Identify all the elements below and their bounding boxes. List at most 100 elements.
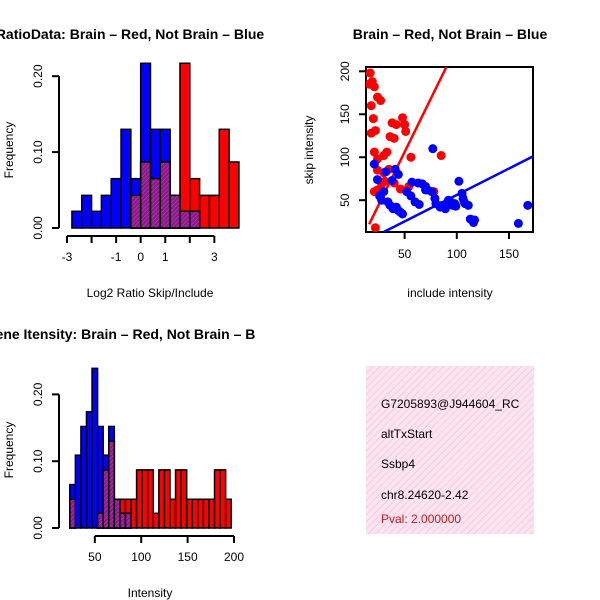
ratio-bar-overlap (179, 210, 191, 229)
ratio-bar-not-brain (71, 210, 83, 229)
intensity-bar-overlap (102, 469, 110, 529)
ratio-bar-not-brain (80, 194, 93, 229)
ratio-bar-overlap (159, 161, 171, 229)
ratio-bar-not-brain (100, 194, 112, 229)
intensity-y-tick-label: 0.00 (31, 516, 45, 540)
scatter-y-tick-label: 100 (338, 147, 352, 167)
scatter-point-not-brain (463, 200, 473, 210)
info-gene-name: Ssbp4 (381, 457, 415, 471)
intensity-bar-brain (208, 498, 216, 529)
info-panel: G7205893@J944604_RC altTxStart Ssbp4 chr… (366, 366, 534, 534)
ratio-bar-not-brain (90, 210, 103, 229)
ratio-bar-overlap (189, 210, 201, 229)
scatter-point-not-brain (369, 159, 379, 169)
scatter-point-not-brain (523, 200, 533, 210)
intensity-y-axis-label: Frequency (2, 422, 16, 479)
intensity-bar-overlap (108, 440, 116, 529)
intensity-bar-brain (202, 498, 210, 529)
scatter-point-brain (366, 128, 376, 138)
ratio-histogram-panel: RatioData: Brain – Red, Not Brain – Blue… (0, 26, 264, 300)
info-box-background (366, 366, 534, 534)
scatter-y-tick-label: 50 (338, 193, 352, 207)
scatter-marks (366, 67, 533, 232)
scatter-panel: Brain – Red, Not Brain – Blue 50 100 15050… (302, 26, 547, 300)
intensity-bar-brain (141, 469, 149, 529)
scatter-x-tick-label: 100 (447, 247, 467, 261)
info-location: chr8.24620-2.42 (381, 488, 469, 502)
scatter-x-tick-label: 150 (499, 247, 519, 261)
info-box: G7205893@J944604_RC altTxStart Ssbp4 chr… (366, 366, 534, 534)
ratio-bar-brain (218, 128, 230, 229)
ratio-bar-overlap (169, 194, 181, 229)
scatter-point-not-brain (420, 185, 430, 195)
scatter-point-not-brain (372, 175, 382, 185)
ratio-y-tick-label: 0.10 (31, 140, 45, 164)
scatter-point-brain (369, 147, 379, 157)
info-event-type: altTxStart (381, 427, 433, 441)
scatter-point-not-brain (398, 209, 408, 219)
ratio-y-tick-label: 0.00 (31, 216, 45, 240)
scatter-x-tick-label: 50 (398, 247, 412, 261)
ratio-bar-brain (198, 194, 211, 229)
intensity-bar-brain (169, 498, 177, 529)
scatter-point-brain (376, 96, 386, 106)
ratio-bar-brain (179, 62, 191, 229)
intensity-bar-brain (197, 498, 205, 529)
ratio-axes: -3 -1 0 1 3 0.00 0.10 0.20 (31, 64, 218, 264)
scatter-point-not-brain (381, 167, 391, 177)
intensity-bar-overlap (119, 512, 127, 529)
scatter-point-brain (366, 68, 375, 78)
ratio-bar-overlap (130, 194, 142, 229)
scatter-point-brain (398, 113, 408, 123)
intensity-x-tick-label: 200 (224, 550, 244, 564)
scatter-point-brain (400, 120, 410, 130)
intensity-bar-not-brain (85, 411, 93, 529)
ratio-x-tick-label: 1 (162, 250, 169, 264)
scatter-point-brain (368, 114, 378, 124)
ratio-x-tick-label: -3 (62, 250, 73, 264)
intensity-bar-brain (185, 498, 194, 529)
scatter-fit-line-not-brain (383, 155, 533, 232)
scatter-point-not-brain (387, 175, 397, 185)
ratio-x-tick-label: -1 (111, 250, 122, 264)
info-probe-id: G7205893@J944604_RC (381, 397, 520, 411)
info-pval: Pval: 2.000000 (381, 512, 461, 526)
intensity-bar-brain (130, 498, 138, 529)
intensity-histogram-panel: Gene Itensity: Brain – Red, Not Brain – … (0, 326, 255, 600)
intensity-bar-not-brain (80, 425, 88, 529)
scatter-point-not-brain (451, 201, 461, 211)
intensity-bar-overlap (124, 512, 132, 529)
scatter-point-brain (389, 133, 399, 143)
intensity-bar-overlap (113, 498, 121, 529)
intensity-bar-brain (219, 469, 227, 529)
intensity-bar-brain (180, 469, 188, 529)
intensity-x-tick-label: 150 (178, 550, 198, 564)
scatter-point-brain (369, 82, 379, 92)
intensity-bar-brain (135, 469, 143, 529)
ratio-bar-not-brain (120, 128, 132, 229)
intensity-y-tick-label: 0.20 (31, 382, 45, 406)
scatter-y-tick-label: 150 (338, 104, 352, 124)
scatter-point-not-brain (414, 200, 424, 209)
scatter-point-not-brain (513, 218, 523, 228)
intensity-bar-brain (152, 512, 160, 529)
ratio-bar-overlap (149, 177, 162, 229)
intensity-bar-brain (191, 498, 199, 529)
intensity-bar-not-brain (74, 454, 82, 529)
scatter-axes: 50 100 150 50 100 150 200 (338, 61, 519, 261)
scatter-point-not-brain (428, 144, 438, 154)
scatter-point-not-brain (393, 169, 403, 179)
ratio-bars (71, 62, 240, 229)
ratio-x-tick-label: 0 (137, 250, 144, 264)
intensity-y-tick-label: 0.10 (31, 449, 45, 473)
scatter-point-not-brain (470, 215, 480, 225)
scatter-point-brain (436, 151, 446, 161)
scatter-point-not-brain (440, 204, 450, 214)
scatter-point-brain (366, 101, 376, 111)
intensity-chart-title: Gene Itensity: Brain – Red, Not Brain – … (0, 326, 255, 342)
intensity-x-tick-label: 50 (88, 550, 102, 564)
intensity-axes: 50 100 150 200 0.00 0.10 0.20 (31, 382, 244, 564)
intensity-bar-brain (174, 469, 182, 529)
intensity-x-axis-label: Intensity (128, 586, 173, 600)
